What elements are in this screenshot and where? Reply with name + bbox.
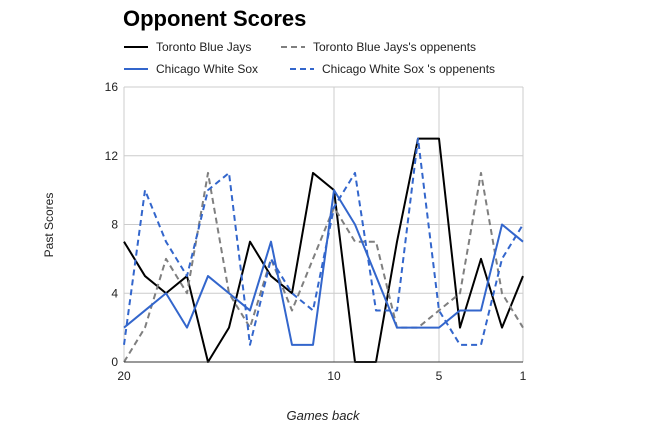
legend: Toronto Blue Jays Toronto Blue Jays's opp… xyxy=(124,40,495,76)
series-line-3 xyxy=(123,137,524,346)
series-line-0 xyxy=(123,137,524,363)
y-tick-label: 4 xyxy=(111,286,118,300)
x-axis-title: Games back xyxy=(287,408,361,423)
legend-label-3: Chicago White Sox 's oppenents xyxy=(322,62,495,76)
y-tick-label: 8 xyxy=(111,218,118,232)
x-tick-label: 10 xyxy=(327,369,341,383)
y-tick-label: 0 xyxy=(111,355,118,369)
y-tick-label: 12 xyxy=(105,149,119,163)
y-tick-label: 16 xyxy=(105,80,119,94)
y-axis-title: Past Scores xyxy=(42,193,56,258)
series-line-1 xyxy=(123,171,524,363)
legend-label-2: Chicago White Sox xyxy=(156,62,258,76)
series-layer xyxy=(123,137,524,363)
series-line-2 xyxy=(123,189,524,346)
chart-title: Opponent Scores xyxy=(123,6,307,31)
legend-label-1: Toronto Blue Jays's oppenents xyxy=(313,40,476,54)
x-tick-label: 20 xyxy=(117,369,131,383)
legend-label-0: Toronto Blue Jays xyxy=(156,40,251,54)
axes: 0 4 8 12 16 20 10 5 1 xyxy=(105,80,527,383)
x-tick-label: 1 xyxy=(520,369,527,383)
x-tick-label: 5 xyxy=(436,369,443,383)
